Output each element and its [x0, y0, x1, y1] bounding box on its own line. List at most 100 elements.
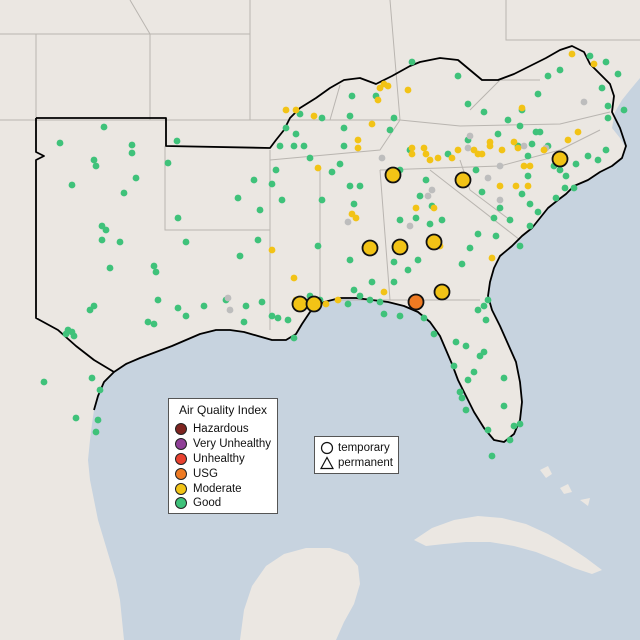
permanent-monitor-point[interactable]	[234, 194, 242, 202]
permanent-monitor-point[interactable]	[486, 138, 494, 146]
temporary-monitor-circle[interactable]	[391, 238, 409, 256]
permanent-monitor-point[interactable]	[268, 180, 276, 188]
permanent-monitor-point[interactable]	[518, 190, 526, 198]
permanent-monitor-point[interactable]	[458, 260, 466, 268]
permanent-monitor-point[interactable]	[254, 236, 262, 244]
permanent-monitor-point[interactable]	[236, 252, 244, 260]
permanent-monitor-point[interactable]	[480, 302, 488, 310]
permanent-monitor-point[interactable]	[438, 216, 446, 224]
permanent-monitor-point[interactable]	[150, 262, 158, 270]
permanent-monitor-point[interactable]	[290, 334, 298, 342]
permanent-monitor-point[interactable]	[504, 116, 512, 124]
permanent-monitor-point[interactable]	[556, 66, 564, 74]
temporary-monitor-circle[interactable]	[291, 295, 309, 313]
permanent-monitor-point[interactable]	[500, 374, 508, 382]
permanent-monitor-point[interactable]	[420, 314, 428, 322]
permanent-monitor-point[interactable]	[68, 181, 76, 189]
permanent-monitor-point[interactable]	[580, 98, 588, 106]
permanent-monitor-point[interactable]	[516, 242, 524, 250]
permanent-monitor-point[interactable]	[328, 168, 336, 176]
permanent-monitor-point[interactable]	[430, 330, 438, 338]
permanent-monitor-point[interactable]	[456, 388, 464, 396]
permanent-monitor-point[interactable]	[484, 296, 492, 304]
permanent-monitor-point[interactable]	[378, 154, 386, 162]
permanent-monitor-point[interactable]	[282, 124, 290, 132]
permanent-monitor-point[interactable]	[520, 162, 528, 170]
permanent-monitor-point[interactable]	[92, 162, 100, 170]
permanent-monitor-point[interactable]	[518, 104, 526, 112]
permanent-monitor-point[interactable]	[430, 204, 438, 212]
permanent-monitor-point[interactable]	[526, 162, 534, 170]
permanent-monitor-point[interactable]	[590, 60, 598, 68]
permanent-monitor-point[interactable]	[226, 306, 234, 314]
permanent-monitor-point[interactable]	[386, 126, 394, 134]
permanent-monitor-point[interactable]	[128, 149, 136, 157]
permanent-monitor-point[interactable]	[374, 96, 382, 104]
permanent-monitor-point[interactable]	[474, 306, 482, 314]
permanent-monitor-point[interactable]	[390, 258, 398, 266]
permanent-monitor-point[interactable]	[62, 330, 70, 338]
permanent-monitor-point[interactable]	[412, 204, 420, 212]
permanent-monitor-point[interactable]	[174, 304, 182, 312]
permanent-monitor-point[interactable]	[56, 139, 64, 147]
permanent-monitor-point[interactable]	[584, 152, 592, 160]
permanent-monitor-point[interactable]	[562, 172, 570, 180]
permanent-monitor-point[interactable]	[450, 362, 458, 370]
permanent-monitor-point[interactable]	[90, 156, 98, 164]
permanent-monitor-point[interactable]	[356, 182, 364, 190]
permanent-monitor-point[interactable]	[472, 166, 480, 174]
permanent-monitor-point[interactable]	[354, 136, 362, 144]
permanent-monitor-point[interactable]	[524, 172, 532, 180]
permanent-monitor-point[interactable]	[182, 312, 190, 320]
permanent-monitor-point[interactable]	[482, 316, 490, 324]
permanent-monitor-point[interactable]	[594, 156, 602, 164]
permanent-monitor-point[interactable]	[420, 144, 428, 152]
permanent-monitor-point[interactable]	[344, 300, 352, 308]
permanent-monitor-point[interactable]	[268, 312, 276, 320]
permanent-monitor-point[interactable]	[426, 220, 434, 228]
permanent-monitor-point[interactable]	[164, 159, 172, 167]
permanent-monitor-point[interactable]	[336, 160, 344, 168]
permanent-monitor-point[interactable]	[480, 348, 488, 356]
permanent-monitor-point[interactable]	[492, 232, 500, 240]
permanent-monitor-point[interactable]	[574, 128, 582, 136]
permanent-monitor-point[interactable]	[346, 182, 354, 190]
permanent-monitor-point[interactable]	[448, 154, 456, 162]
permanent-monitor-point[interactable]	[314, 242, 322, 250]
permanent-monitor-point[interactable]	[94, 416, 102, 424]
permanent-monitor-point[interactable]	[408, 58, 416, 66]
permanent-monitor-point[interactable]	[528, 140, 536, 148]
permanent-monitor-point[interactable]	[602, 58, 610, 66]
permanent-monitor-point[interactable]	[474, 230, 482, 238]
permanent-monitor-point[interactable]	[314, 164, 322, 172]
permanent-monitor-point[interactable]	[368, 278, 376, 286]
permanent-monitor-point[interactable]	[86, 306, 94, 314]
permanent-monitor-point[interactable]	[306, 154, 314, 162]
permanent-monitor-point[interactable]	[258, 298, 266, 306]
permanent-monitor-point[interactable]	[464, 144, 472, 152]
permanent-monitor-point[interactable]	[384, 82, 392, 90]
permanent-monitor-point[interactable]	[354, 144, 362, 152]
permanent-monitor-point[interactable]	[414, 256, 422, 264]
permanent-monitor-point[interactable]	[516, 420, 524, 428]
permanent-monitor-point[interactable]	[544, 72, 552, 80]
permanent-monitor-point[interactable]	[128, 141, 136, 149]
temporary-monitor-circle[interactable]	[384, 166, 402, 184]
permanent-monitor-point[interactable]	[278, 196, 286, 204]
temporary-monitor-circle[interactable]	[361, 239, 379, 257]
permanent-monitor-point[interactable]	[470, 368, 478, 376]
permanent-monitor-point[interactable]	[516, 122, 524, 130]
permanent-monitor-point[interactable]	[526, 222, 534, 230]
permanent-monitor-point[interactable]	[322, 300, 330, 308]
permanent-monitor-point[interactable]	[132, 174, 140, 182]
temporary-monitor-circle[interactable]	[551, 150, 569, 168]
permanent-monitor-point[interactable]	[173, 137, 181, 145]
permanent-monitor-point[interactable]	[532, 128, 540, 136]
permanent-monitor-point[interactable]	[514, 144, 522, 152]
permanent-monitor-point[interactable]	[454, 146, 462, 154]
permanent-monitor-point[interactable]	[88, 374, 96, 382]
permanent-monitor-point[interactable]	[620, 106, 628, 114]
temporary-monitor-circle[interactable]	[407, 293, 425, 311]
permanent-monitor-point[interactable]	[534, 90, 542, 98]
permanent-monitor-point[interactable]	[70, 332, 78, 340]
